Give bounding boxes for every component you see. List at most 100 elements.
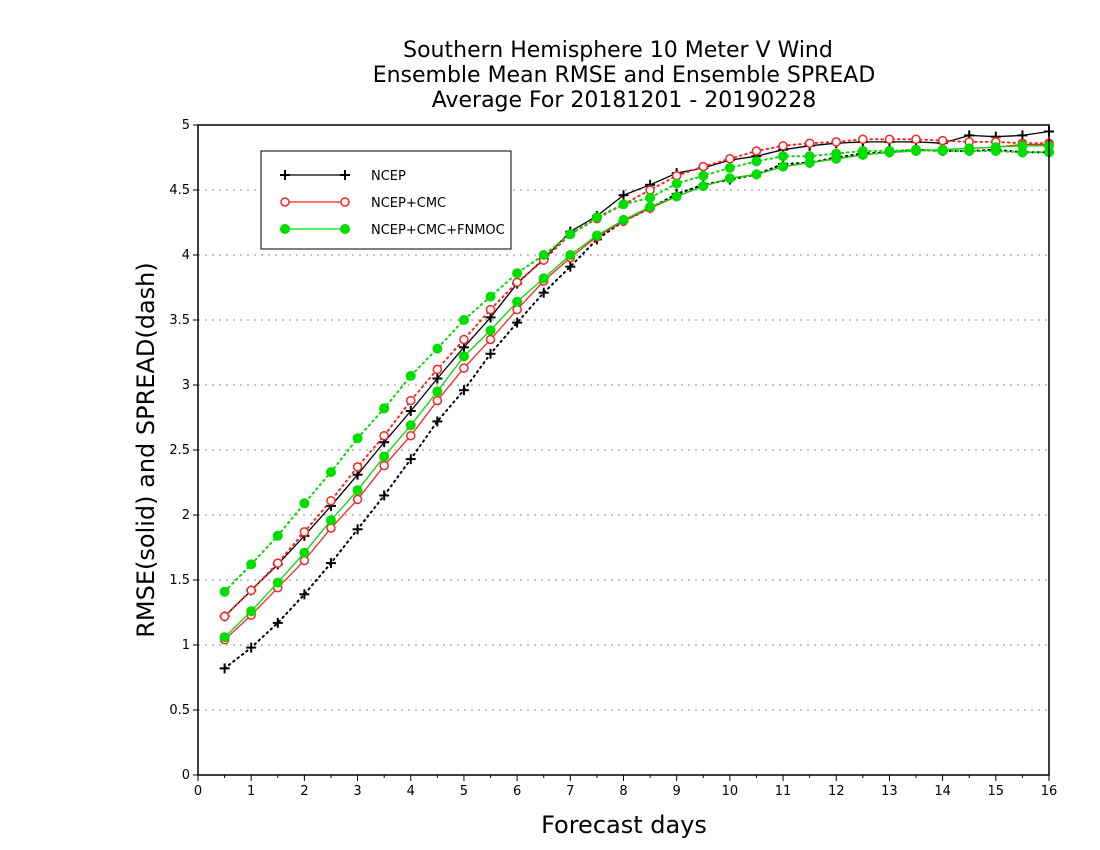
series-2-rmse-point-23 [831,153,842,164]
series-2-spread-point-13 [565,229,576,240]
series-2-spread-point-1 [246,559,257,570]
series-2-spread-point-17 [671,178,682,189]
series-layer [219,126,1054,674]
series-0-spread-point-11 [512,317,523,328]
series-0-spread-point-10 [485,348,496,359]
series-1-spread-point-4 [326,495,336,506]
series-2-spread-point-19 [724,162,735,173]
title-line-1: Southern Hemisphere 10 Meter V Wind [403,38,833,63]
legend-marker-start-0 [280,170,290,180]
x-tick-label-6: 6 [513,784,521,799]
legend: NCEP NCEP+CMC NCEP+CMC+FNMOC [260,150,512,250]
series-2-rmse-point-29 [990,142,1001,153]
series-0-spread-point-7 [405,454,416,465]
y-tick-label-2: 1 [182,638,190,653]
x-tick-label-1: 1 [247,784,255,799]
series-1-spread-point-25 [884,134,895,145]
chart-title: Southern Hemisphere 10 Meter V Wind Ense… [373,38,876,113]
series-2-spread-line [223,148,1050,593]
x-tick-label-3: 3 [353,784,361,799]
x-tick-label-11: 11 [775,784,792,799]
series-2-spread-point-10 [485,291,496,302]
series-1-spread-point-0 [219,611,230,622]
series-1-spread-point-23 [831,137,841,147]
series-1-rmse-point-7 [406,430,416,441]
series-2-spread-point-20 [751,156,762,167]
x-tick-label-14: 14 [934,784,951,799]
series-2-rmse-point-28 [964,143,975,154]
legend-marker-start-2 [280,224,290,234]
series-0-spread-point-9 [458,385,469,396]
series-2-rmse-point-20 [751,169,762,180]
series-2-spread-point-9 [458,315,469,325]
y-tick-label-4: 2 [182,508,190,523]
legend-label-2: NCEP+CMC+FNMOC [371,223,505,238]
series-0-spread-point-6 [379,490,390,501]
x-tick-label-0: 0 [194,784,202,799]
series-1-spread-point-27 [937,135,948,146]
x-tick-label-15: 15 [988,784,1005,799]
series-1-rmse-point-8 [432,395,443,406]
series-2-spread-point-12 [538,250,549,260]
x-axis: 0 1 2 3 4 5 6 7 8 9 10 11 12 13 14 15 16 [194,775,1057,799]
series-2-spread-point-5 [352,433,363,444]
series-1-spread-point-21 [778,141,788,151]
series-2-rmse-point-19 [724,173,735,184]
series-0-spread-point-8 [432,416,443,427]
legend-marker-end-0 [340,170,350,180]
series-1-spread-point-6 [379,430,389,441]
series-2-spread-point-15 [618,199,629,210]
series-1-spread-point-11 [512,277,522,288]
series-2-rmse-point-4 [325,515,336,526]
y-axis: 0 0.5 1 1.5 2 2.5 3 3.5 4 4.5 5 [169,118,198,783]
series-2 [219,140,1054,643]
series-2-rmse-point-10 [485,325,496,336]
series-2-rmse-point-6 [379,451,390,462]
series-0-rmse-point-7 [405,406,416,416]
series-1-rmse-point-10 [485,334,496,345]
y-tick-label-7: 3.5 [169,313,190,328]
series-1-rmse-point-5 [352,494,363,505]
y-tick-label-1: 0.5 [169,703,190,718]
series-1-spread-point-22 [804,138,815,148]
series-2-rmse-point-12 [538,273,549,284]
legend-marker-end-1 [340,197,350,207]
series-2-rmse-point-13 [565,250,576,260]
series-0-spread-point-12 [538,287,549,298]
x-axis-label: Forecast days [541,811,707,839]
legend-marker-start-1 [280,197,290,207]
legend-marker-end-2 [340,224,350,234]
series-2-spread-point-2 [272,530,283,541]
x-tick-label-7: 7 [566,784,574,799]
series-1-rmse-point-9 [459,363,469,373]
series-0-spread-point-13 [565,261,576,272]
legend-box [260,150,512,250]
series-2-spread-point-4 [325,467,336,478]
series-1-spread-point-24 [858,134,868,145]
grid [198,189,1049,711]
y-tick-label-5: 2.5 [169,443,190,458]
series-0-spread-point-3 [299,589,310,600]
series-2-rmse-point-26 [911,146,922,156]
y-tick-label-8: 4 [182,248,190,263]
series-1-spread-point-7 [406,395,416,406]
title-line-3: Average For 20181201 - 20190228 [432,88,817,113]
series-0-spread-point-0 [219,663,230,674]
series-2-rmse-point-2 [272,577,283,588]
y-tick-label-3: 1.5 [169,573,190,588]
series-1-spread-point-3 [299,527,310,537]
y-axis-label: RMSE(solid) and SPREAD(dash) [132,262,160,638]
series-2-rmse-point-17 [671,191,682,202]
series-2-rmse-point-5 [352,485,363,496]
y-tick-label-6: 3 [182,378,190,393]
series-2-rmse-point-9 [458,351,469,362]
x-tick-label-9: 9 [673,784,681,799]
series-1-spread-point-20 [751,146,762,156]
series-2-rmse-point-27 [937,144,948,155]
series-2-rmse-point-8 [432,386,443,397]
x-tick-label-13: 13 [881,784,898,799]
x-tick-label-5: 5 [460,784,468,799]
series-1-rmse-point-11 [512,304,522,315]
series-2-rmse-point-18 [698,181,709,192]
